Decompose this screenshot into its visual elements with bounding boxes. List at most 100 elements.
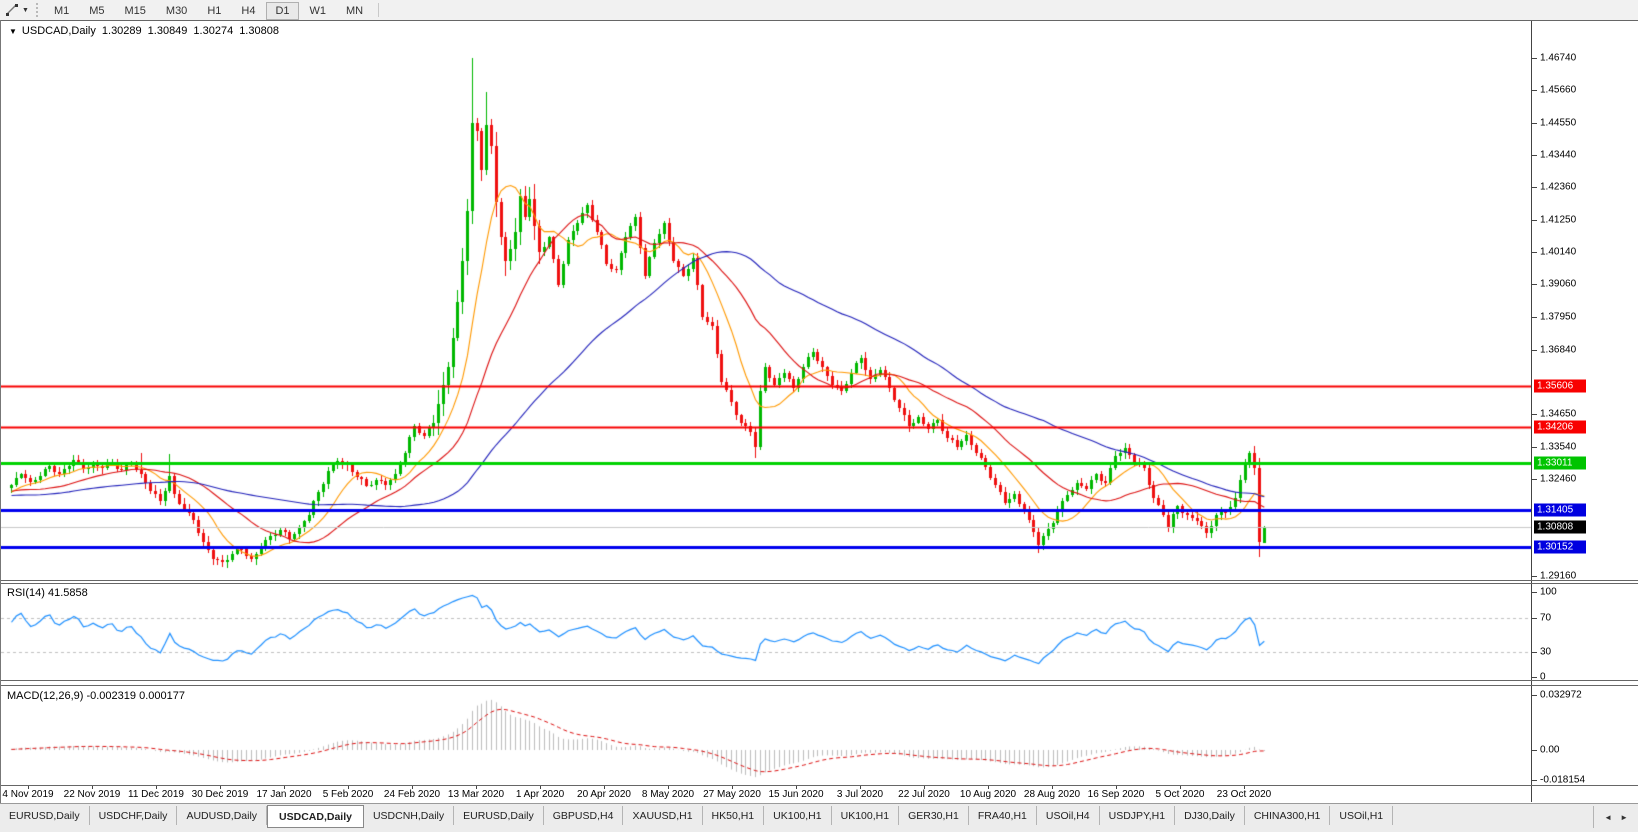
axis-tick [1532, 479, 1537, 480]
price-level-badge-1.31405[interactable]: 1.31405 [1534, 503, 1586, 517]
chart-tab-DJ30-Daily[interactable]: DJ30,Daily [1175, 806, 1245, 825]
axis-tick [1532, 695, 1537, 696]
rsi-pane-canvas[interactable] [1, 584, 1531, 680]
tab-scroll-right-icon[interactable]: ► [1620, 812, 1628, 822]
date-tick [540, 786, 541, 789]
date-label: 24 Feb 2020 [383, 789, 441, 800]
axis-tick [1532, 187, 1537, 188]
chart-tab-AUDUSD-Daily[interactable]: AUDUSD,Daily [177, 806, 268, 825]
date-label: 27 May 2020 [703, 789, 761, 800]
pane-separator-rsi-macd-b[interactable] [1, 685, 1638, 686]
date-axis[interactable]: 4 Nov 2019 22 Nov 2019 11 Dec 2019 30 Dec 2… [1, 786, 1531, 802]
pane-separator-rsi-macd-a[interactable] [1, 680, 1638, 681]
quote-high: 1.30849 [147, 25, 188, 37]
tf-button-M30[interactable]: M30 [165, 5, 188, 17]
price-tick-1.41250: 1.41250 [1540, 214, 1577, 226]
chart-tab-USDCHF-Daily[interactable]: USDCHF,Daily [90, 806, 178, 825]
price-axis[interactable]: 1.46740 1.45660 1.44550 1.43440 1.42360 1.412… [1531, 20, 1638, 802]
chart-tab-USDCNH-Daily[interactable]: USDCNH,Daily [364, 806, 455, 825]
date-label: 22 Nov 2019 [63, 789, 121, 800]
axis-tick [1532, 780, 1537, 781]
date-tick [988, 786, 989, 789]
chart-tab-EURUSD-Daily[interactable]: EURUSD,Daily [0, 806, 90, 825]
axis-tick [1532, 592, 1537, 593]
line-studies-dropdown-caret[interactable]: ▼ [22, 6, 29, 14]
chart-tab-GBPUSD-H4[interactable]: GBPUSD,H4 [544, 806, 624, 825]
axis-tick [1532, 284, 1537, 285]
tf-button-H4[interactable]: H4 [241, 5, 256, 17]
date-tick [796, 786, 797, 789]
price-level-badge-1.34206[interactable]: 1.34206 [1534, 420, 1586, 434]
toolbar-grip [35, 3, 38, 17]
pane-separator-main-rsi-a[interactable] [1, 580, 1638, 581]
tf-button-M1[interactable]: M1 [53, 5, 70, 17]
price-tick-1.37950: 1.37950 [1540, 311, 1577, 323]
tab-scroll-left-icon[interactable]: ◄ [1604, 812, 1613, 822]
plot-area: ▼ USDCAD,Daily 1.30289 1.30849 1.30274 1.3080… [1, 20, 1531, 803]
date-tick [604, 786, 605, 789]
macd-pane-canvas[interactable] [1, 686, 1531, 784]
date-label: 11 Dec 2019 [128, 789, 184, 800]
chart-tab-CHINA300-H1[interactable]: CHINA300,H1 [1245, 806, 1331, 825]
axis-tick [1532, 90, 1537, 91]
macd-tick--0.018154: -0.018154 [1540, 774, 1586, 786]
date-tick [92, 786, 93, 789]
tf-button-M15[interactable]: M15 [124, 5, 146, 17]
chart-tab-EURUSD-Daily[interactable]: EURUSD,Daily [454, 806, 544, 825]
rsi-indicator-label: RSI(14) 41.5858 [7, 587, 88, 599]
timeframe-buttons: M1 M5 M15 M30 H1 H4 D1 W1 MN [44, 1, 373, 20]
price-chart-canvas[interactable] [1, 21, 1531, 579]
price-tick-1.44550: 1.44550 [1540, 117, 1577, 129]
date-label: 22 Jul 2020 [898, 789, 950, 800]
price-level-badge-1.33011[interactable]: 1.33011 [1534, 456, 1586, 470]
macd-indicator-label: MACD(12,26,9) -0.002319 0.000177 [7, 690, 185, 702]
price-tick-1.33540: 1.33540 [1540, 441, 1577, 453]
date-label: 17 Jan 2020 [256, 789, 312, 800]
chart-tab-bar: EURUSD,Daily USDCHF,Daily AUDUSD,Daily USDC… [0, 803, 1638, 832]
price-tick-1.42360: 1.42360 [1540, 181, 1577, 193]
chart-tab-USOil-H4[interactable]: USOil,H4 [1037, 806, 1100, 825]
chart-tab-GER30-H1[interactable]: GER30,H1 [899, 806, 969, 825]
date-label: 5 Feb 2020 [322, 789, 374, 800]
date-tick [924, 786, 925, 789]
rsi-tick-100: 100 [1540, 586, 1557, 598]
date-label: 20 Apr 2020 [577, 789, 631, 800]
tf-button-MN[interactable]: MN [346, 5, 364, 17]
tf-button-M5[interactable]: M5 [89, 5, 105, 17]
axis-tick [1532, 252, 1537, 253]
chart-tab-USOil-H1[interactable]: USOil,H1 [1330, 806, 1394, 825]
chart-tab-HK50-H1[interactable]: HK50,H1 [703, 806, 765, 825]
tf-button-H1[interactable]: H1 [207, 5, 222, 17]
tf-button-W1[interactable]: W1 [309, 5, 327, 17]
pane-border-macd-bottom [1, 785, 1638, 786]
price-level-badge-1.35606[interactable]: 1.35606 [1534, 379, 1586, 393]
date-tick [1052, 786, 1053, 789]
chart-tab-UK100-H1[interactable]: UK100,H1 [764, 806, 832, 825]
rsi-tick-70: 70 [1540, 612, 1552, 624]
axis-tick [1532, 317, 1537, 318]
chart-tab-UK100-H1[interactable]: UK100,H1 [832, 806, 900, 825]
tab-scroll-arrows: ◄ ► [1593, 806, 1638, 828]
date-tick [284, 786, 285, 789]
line-studies-icon[interactable] [3, 2, 21, 18]
chart-tab-XAUUSD-H1[interactable]: XAUUSD,H1 [623, 806, 703, 825]
date-tick [220, 786, 221, 789]
price-level-badge-1.30808[interactable]: 1.30808 [1534, 520, 1586, 534]
axis-tick [1532, 576, 1537, 577]
quote-close: 1.30808 [239, 25, 279, 37]
chart-tab-FRA40-H1[interactable]: FRA40,H1 [969, 806, 1037, 825]
date-label: 10 Aug 2020 [959, 789, 1017, 800]
quote-open: 1.30289 [101, 25, 142, 37]
price-tick-1.40140: 1.40140 [1540, 246, 1577, 258]
collapse-triangle-icon[interactable]: ▼ [9, 27, 17, 36]
axis-tick [1532, 58, 1537, 59]
chart-tab-USDCAD-Daily[interactable]: USDCAD,Daily [267, 805, 364, 828]
tf-button-D1[interactable]: D1 [266, 2, 299, 20]
date-tick [1244, 786, 1245, 789]
pane-separator-main-rsi-b[interactable] [1, 583, 1638, 584]
chart-window: ▼ USDCAD,Daily 1.30289 1.30849 1.30274 1.3080… [0, 20, 1638, 803]
price-level-badge-1.30152[interactable]: 1.30152 [1534, 540, 1586, 554]
price-tick-1.29160: 1.29160 [1540, 570, 1577, 582]
axis-tick [1532, 350, 1537, 351]
chart-tab-USDJPY-H1[interactable]: USDJPY,H1 [1100, 806, 1176, 825]
